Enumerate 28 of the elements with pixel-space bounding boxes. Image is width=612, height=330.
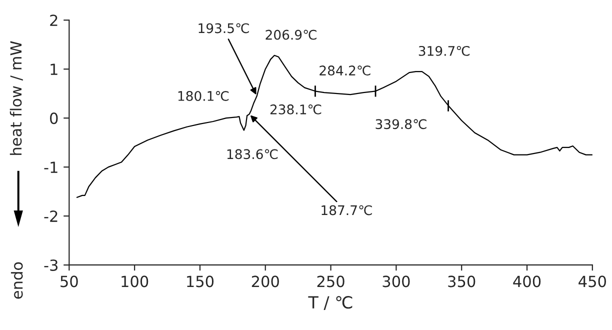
y-tick-label: -1 xyxy=(44,162,58,173)
annotation: 193.5℃ xyxy=(198,23,249,34)
annotation: 187.7℃ xyxy=(322,205,372,216)
x-tick-label: 50 xyxy=(60,276,78,288)
x-tick-label: 100 xyxy=(122,276,148,288)
x-tick-label: 450 xyxy=(578,276,606,288)
annotation: 238.1℃ xyxy=(270,104,322,114)
y-tick-label: 0 xyxy=(50,112,58,124)
annotation: 183.6℃ xyxy=(227,149,278,160)
annotation: 339.8℃ xyxy=(376,119,426,130)
x-axis-title: T / ℃ xyxy=(308,296,352,310)
x-tick-label: 300 xyxy=(382,276,410,288)
x-tick-label: 150 xyxy=(187,276,214,288)
annotation: 284.2℃ xyxy=(320,66,370,76)
x-tick-label: 250 xyxy=(317,276,344,288)
y-tick-label: -2 xyxy=(44,210,58,222)
line-series xyxy=(76,54,592,198)
x-tick-label: 350 xyxy=(448,276,476,288)
text: endo xyxy=(10,262,23,299)
annotation: 206.9℃ xyxy=(266,30,316,40)
annotation: 180.1℃ xyxy=(178,91,229,101)
annotation: 319.7℃ xyxy=(418,46,470,56)
x-tick-label: 400 xyxy=(513,276,541,288)
x-tick-label: 200 xyxy=(252,276,279,288)
y-tick-label: 1 xyxy=(50,64,58,75)
y-tick-label: 2 xyxy=(50,14,58,26)
y-axis-title: heat flow / mW xyxy=(10,41,23,155)
y-tick-label: -3 xyxy=(44,259,58,272)
